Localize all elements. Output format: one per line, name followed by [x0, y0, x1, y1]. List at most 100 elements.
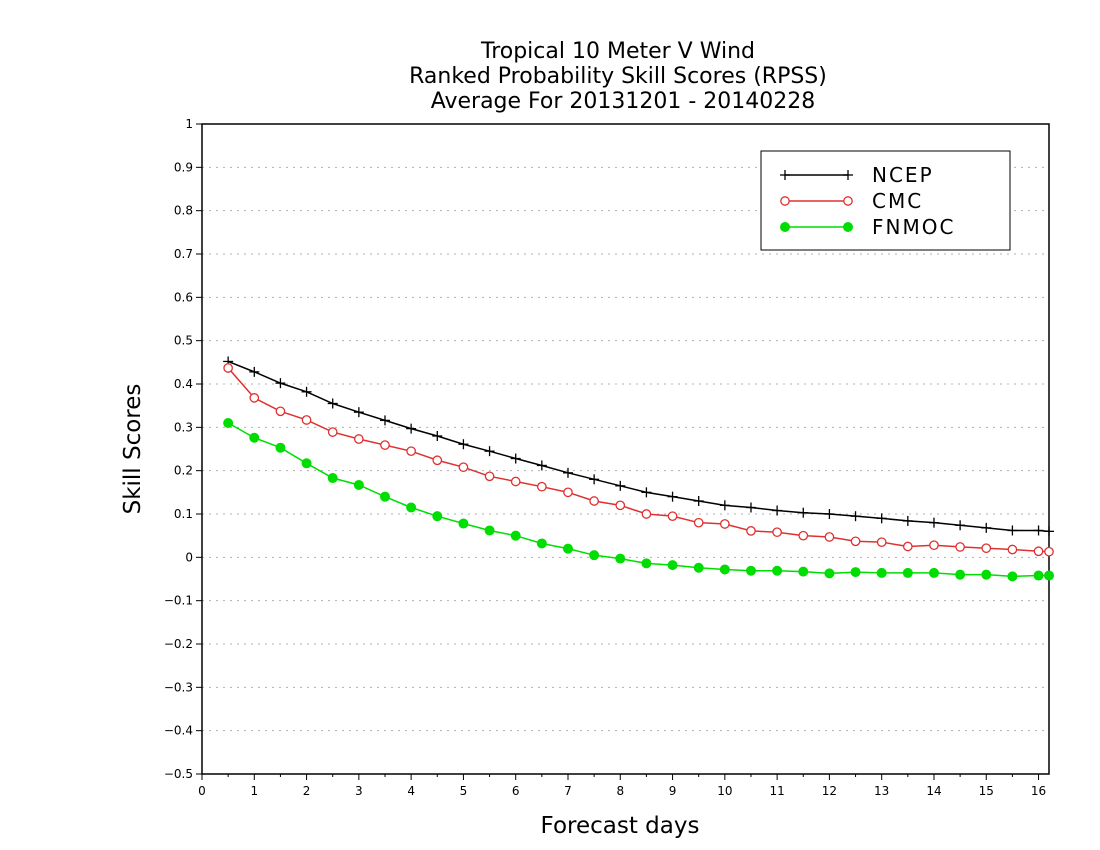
legend-marker — [780, 196, 790, 206]
series-cmc-point — [458, 462, 469, 473]
series-ncep-point — [458, 439, 469, 450]
series-cmc-point — [223, 363, 233, 373]
series-cmc-point — [693, 517, 704, 528]
y-tick-label: 0.6 — [174, 290, 193, 304]
series-ncep-point — [406, 423, 417, 434]
series-fnmoc-point — [824, 568, 835, 579]
series-ncep-point — [824, 509, 835, 519]
series-fnmoc-point — [876, 567, 887, 578]
series-fnmoc-point — [536, 538, 547, 549]
series-ncep-point — [719, 500, 730, 511]
series-fnmoc-point — [432, 511, 443, 522]
legend-label-cmc: CMC — [872, 189, 923, 213]
x-tick-label: 0 — [198, 784, 206, 798]
y-axis-label: Skill Scores — [120, 384, 146, 515]
y-tick-label: 0.7 — [174, 247, 193, 261]
series-ncep-point — [249, 366, 260, 377]
series-cmc-point — [719, 519, 730, 529]
series-ncep-point — [301, 386, 312, 397]
series-ncep-point — [432, 431, 443, 441]
series-ncep-point — [562, 467, 573, 478]
series-fnmoc-point — [798, 566, 809, 577]
series-ncep-line — [227, 360, 1050, 533]
legend-marker — [843, 170, 853, 180]
series-cmc — [223, 363, 1054, 557]
series-cmc-point — [484, 471, 495, 482]
series-cmc-point — [929, 540, 939, 551]
series-lines — [223, 356, 1054, 582]
series-cmc-line — [227, 367, 1050, 553]
x-tick-label: 12 — [822, 784, 837, 798]
series-ncep-point — [955, 520, 966, 531]
series-fnmoc-point — [353, 479, 364, 490]
y-tick-label: −0.5 — [164, 767, 193, 781]
legend-entry-ncep: NCEP — [780, 163, 934, 187]
series-cmc-point — [902, 541, 913, 552]
series-ncep-point — [745, 502, 756, 513]
title-line-2: Ranked Probability Skill Scores (RPSS) — [409, 64, 827, 89]
series-cmc-point — [667, 511, 678, 522]
series-cmc-point — [406, 446, 416, 457]
series-fnmoc-point — [1007, 571, 1018, 582]
x-tick-label: 13 — [874, 784, 889, 798]
series-cmc-point — [510, 476, 521, 487]
series-cmc-point — [1044, 546, 1054, 557]
y-tick-label: 0.9 — [174, 160, 193, 174]
x-tick-label: 6 — [512, 784, 520, 798]
series-fnmoc-point — [458, 518, 469, 529]
series-cmc-point — [615, 500, 626, 511]
series-ncep-point — [379, 415, 390, 426]
x-tick-label: 10 — [717, 784, 732, 798]
x-tick-label: 16 — [1031, 784, 1046, 798]
grid-lines — [202, 166, 1049, 732]
series-ncep-point — [536, 460, 547, 471]
series-fnmoc-point — [902, 567, 913, 578]
series-fnmoc-point — [928, 567, 939, 578]
legend-label-ncep: NCEP — [872, 163, 934, 187]
series-cmc-point — [772, 527, 782, 538]
series-ncep-point — [1007, 525, 1018, 536]
series-fnmoc-point — [406, 502, 417, 513]
series-fnmoc-point — [589, 550, 600, 561]
series-fnmoc-line — [227, 422, 1049, 578]
series-ncep-point — [693, 496, 704, 506]
y-tick-label: 0 — [185, 550, 193, 564]
series-fnmoc-point — [249, 432, 260, 443]
series-fnmoc-point — [223, 418, 234, 428]
series-fnmoc-point — [981, 569, 992, 580]
x-tick-label: 15 — [979, 784, 994, 798]
series-ncep-point — [275, 378, 286, 389]
x-tick-label: 9 — [669, 784, 677, 798]
series-cmc-point — [563, 487, 573, 498]
series-fnmoc-point — [484, 525, 495, 536]
series-ncep-point — [850, 511, 861, 522]
y-tick-label: −0.1 — [164, 594, 193, 608]
y-tick-label: 0.4 — [174, 377, 193, 391]
legend-marker — [843, 222, 853, 232]
series-ncep-point — [589, 474, 600, 485]
series-cmc-point — [824, 532, 835, 542]
y-tick-label: 0.2 — [174, 464, 193, 478]
x-tick-label: 7 — [564, 784, 572, 798]
series-fnmoc-point — [615, 553, 626, 564]
series-cmc-point — [955, 542, 965, 552]
y-tick-label: −0.3 — [164, 680, 193, 694]
series-fnmoc-point — [1033, 570, 1044, 581]
series-fnmoc-point — [850, 567, 861, 578]
series-ncep-point — [876, 513, 887, 524]
x-axis-label: Forecast days — [541, 813, 700, 839]
title-line-1: Tropical 10 Meter V Wind — [480, 39, 755, 64]
chart-title: Tropical 10 Meter V Wind Ranked Probabil… — [409, 39, 827, 114]
plot-frame — [201, 123, 1050, 775]
series-ncep-point — [902, 515, 913, 526]
series-cmc-point — [850, 536, 861, 547]
series-cmc-point — [432, 455, 443, 466]
y-tick-label: −0.4 — [164, 724, 193, 738]
series-ncep-point — [615, 480, 626, 491]
series-ncep-point — [641, 487, 652, 498]
series-fnmoc-point — [327, 473, 338, 484]
axis-ticks: −0.5 −0.4 −0.3 −0.2 −0.1 0 0.1 0.2 0.3 0.4 0.5 0.6 0… — [164, 117, 1046, 798]
series-fnmoc-point — [379, 491, 390, 502]
